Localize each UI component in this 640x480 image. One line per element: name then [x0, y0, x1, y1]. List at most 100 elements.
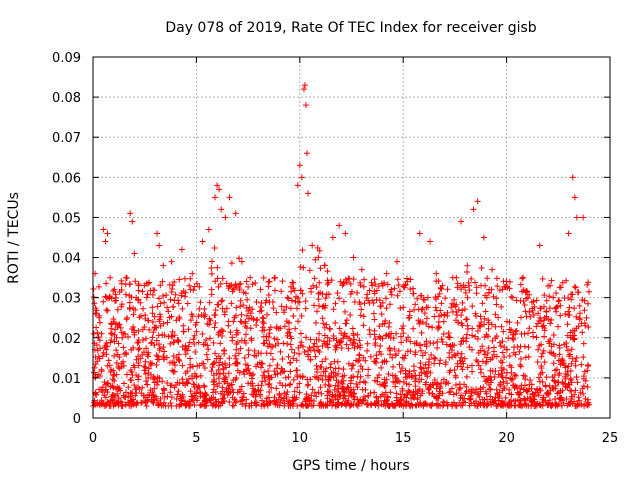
data-point-band: [504, 380, 511, 387]
data-point-band: [500, 278, 507, 285]
data-point-band: [103, 280, 110, 287]
data-point-band: [231, 396, 238, 403]
data-point-band: [298, 339, 305, 346]
data-point-band: [199, 401, 206, 408]
data-point-band: [424, 373, 431, 380]
data-point-band: [212, 396, 219, 403]
data-point-band: [552, 382, 559, 389]
data-point-band: [506, 285, 513, 292]
data-point-band: [508, 293, 515, 300]
data-point-band: [340, 377, 347, 384]
data-point-band: [459, 358, 466, 365]
data-point-band: [527, 313, 534, 320]
data-point-band: [553, 308, 560, 315]
data-point-band: [186, 339, 193, 346]
data-point-band: [404, 348, 411, 355]
data-point-band: [530, 312, 537, 319]
data-point-band: [290, 402, 297, 409]
data-point-band: [425, 364, 432, 371]
data-point-band: [360, 378, 367, 385]
data-point-band: [194, 397, 201, 404]
data-point-band: [411, 306, 418, 313]
data-point-band: [493, 275, 500, 282]
data-point-band: [469, 362, 476, 369]
data-point-band: [112, 294, 119, 301]
data-point-band: [156, 311, 163, 318]
data-point-band: [153, 337, 160, 344]
data-point-band: [119, 402, 126, 409]
data-point-band: [92, 373, 99, 380]
data-point-band: [199, 331, 206, 338]
data-point-band: [237, 345, 244, 352]
data-point-band: [442, 295, 449, 302]
data-point-band: [187, 286, 194, 293]
data-point-band: [568, 377, 575, 384]
data-point-band: [193, 373, 200, 380]
data-point-band: [506, 278, 513, 285]
data-point-band: [539, 378, 546, 385]
data-point-band: [373, 393, 380, 400]
data-point-band: [497, 379, 504, 386]
data-point-band: [331, 358, 338, 365]
data-point-band: [126, 299, 133, 306]
data-point-band: [500, 378, 507, 385]
data-point: [303, 102, 310, 109]
data-point-band: [397, 333, 404, 340]
data-point-band: [206, 299, 213, 306]
data-point-band: [157, 300, 164, 307]
data-point-band: [408, 372, 415, 379]
data-point-band: [134, 384, 141, 391]
data-point-band: [540, 394, 547, 401]
data-point: [238, 258, 245, 265]
data-point-band: [580, 354, 587, 361]
data-point-band: [569, 393, 576, 400]
data-point-band: [500, 328, 507, 335]
data-point-band: [410, 325, 417, 332]
data-point-band: [135, 373, 142, 380]
data-point-band: [427, 384, 434, 391]
data-point-band: [340, 335, 347, 342]
data-point-band: [564, 347, 571, 354]
data-point-band: [228, 281, 235, 288]
data-point-band: [423, 304, 430, 311]
data-point-band: [112, 298, 119, 305]
data-point-band: [459, 366, 466, 373]
data-point-band: [562, 380, 569, 387]
data-point-band: [294, 372, 301, 379]
data-point-band: [148, 392, 155, 399]
data-point-band: [187, 361, 194, 368]
data-point-band: [112, 392, 119, 399]
x-tick-label: 10: [292, 431, 309, 446]
data-point-band: [557, 361, 564, 368]
data-point-band: [427, 369, 434, 376]
data-point: [216, 186, 223, 193]
data-point-band: [375, 283, 382, 290]
data-point-band: [424, 294, 431, 301]
data-point-band: [348, 365, 355, 372]
data-point-band: [357, 279, 364, 286]
data-point-band: [373, 296, 380, 303]
data-point-band: [286, 329, 293, 336]
data-point-band: [584, 362, 591, 369]
data-point-band: [264, 400, 271, 407]
data-point: [439, 282, 446, 289]
data-points: [90, 82, 593, 409]
data-point-band: [347, 380, 354, 387]
data-point-band: [222, 378, 229, 385]
y-tick-label: 0.01: [52, 372, 81, 387]
data-point-band: [471, 389, 478, 396]
data-point-band: [497, 357, 504, 364]
data-point-band: [203, 392, 210, 399]
data-point-band: [284, 389, 291, 396]
data-point-band: [204, 342, 211, 349]
data-point-band: [371, 316, 378, 323]
data-point-band: [281, 390, 288, 397]
data-point-band: [365, 392, 372, 399]
data-point-band: [324, 341, 331, 348]
data-point-band: [321, 324, 328, 331]
data-point-band: [92, 311, 99, 318]
data-point-band: [343, 317, 350, 324]
data-point-band: [108, 325, 115, 332]
data-point-band: [372, 342, 379, 349]
data-point-band: [469, 303, 476, 310]
